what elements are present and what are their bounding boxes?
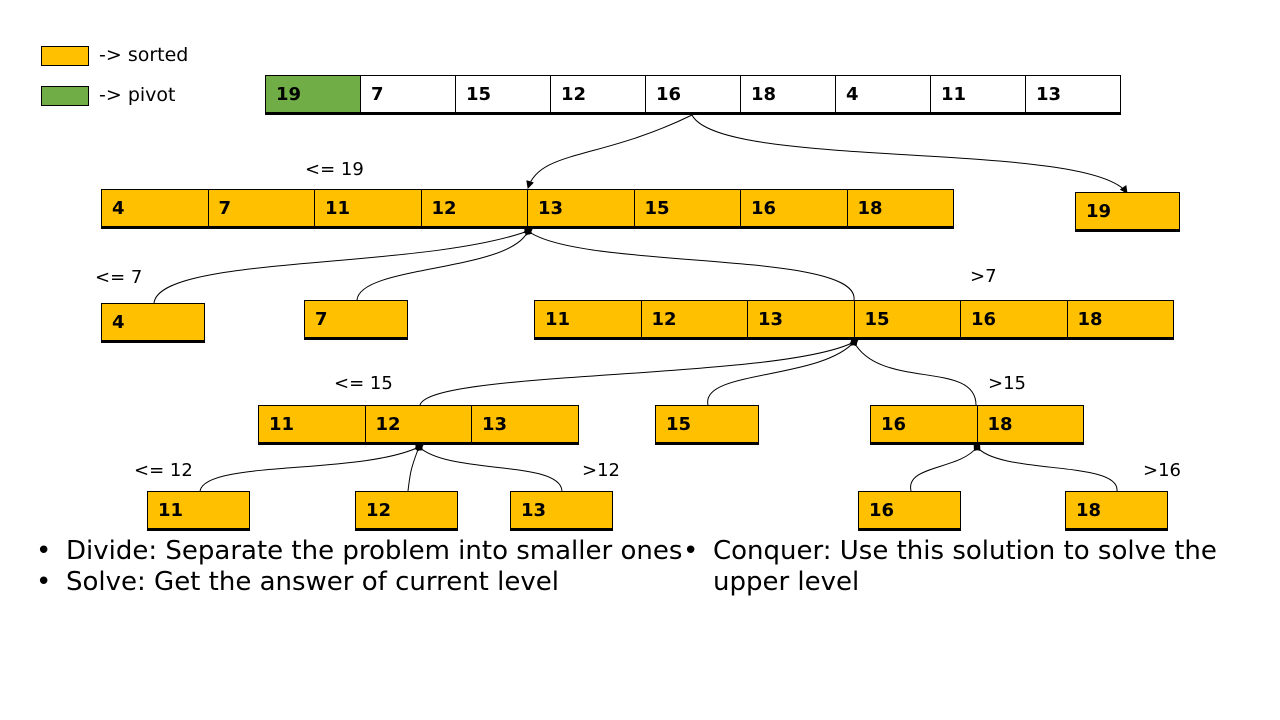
cell-le15-1: 12 [364,405,472,445]
cell-root-0: 19 [265,75,361,115]
bullet-solve: Solve: Get the answer of current level [36,567,682,598]
cell-gt7-4: 16 [960,300,1068,340]
edge-root-le19 [526,114,693,189]
range-label-le12: <= 12 [134,460,193,481]
edge-le19-eq7 [356,226,532,301]
edge-le15-gt12 [415,443,563,492]
bullet-conquer: Conquer: Use this solution to solve the … [683,536,1223,598]
cell-le19-2: 11 [314,189,422,229]
bullets-right: Conquer: Use this solution to solve the … [683,536,1223,598]
cell-le15-2: 13 [471,405,579,445]
cell-gt7-3: 15 [853,300,961,340]
legend-label-sorted: -> sorted [99,44,189,66]
edge-gt15-eq16 [910,442,981,492]
edge-gt15-gt16 [973,443,1118,492]
cell-eq15-0: 15 [655,405,759,445]
cell-root-3: 12 [550,75,646,115]
cell-le7-0: 4 [101,303,205,343]
cell-gt7-2: 13 [747,300,855,340]
cell-le19-1: 7 [207,189,315,229]
cell-root-2: 15 [455,75,551,115]
edge-gt7-eq15 [707,338,858,406]
range-label-gt15: >15 [988,373,1026,394]
edge-le19-gt7 [523,227,855,301]
range-label-le19: <= 19 [305,159,364,180]
edge-gt7-le15 [419,338,859,406]
edge-le15-le12 [199,443,424,492]
cell-root-8: 13 [1025,75,1121,115]
cell-le19-0: 4 [101,189,209,229]
cell-root-4: 16 [645,75,741,115]
legend-swatch-sorted [41,46,89,66]
cell-root-1: 7 [360,75,456,115]
cell-le19-5: 15 [633,189,741,229]
cell-gt15-1: 18 [976,405,1084,445]
edge-gt7-gt15 [850,337,977,406]
cell-gt12-0: 13 [510,491,613,531]
bullet-divide: Divide: Separate the problem into smalle… [36,536,682,567]
cell-le19-7: 18 [846,189,954,229]
cell-le19-6: 16 [740,189,848,229]
cell-eq12-0: 12 [355,491,458,531]
cell-gt7-1: 12 [640,300,748,340]
cell-gt7-0: 11 [534,300,642,340]
cell-gt15-0: 16 [870,405,978,445]
cell-le19-4: 13 [527,189,635,229]
cell-le15-0: 11 [258,405,366,445]
cell-gt7-5: 18 [1066,300,1174,340]
legend-label-pivot: -> pivot [99,84,176,106]
cell-eq16-0: 16 [858,491,961,531]
range-label-le15: <= 15 [334,373,393,394]
edge-le19-le7 [153,227,533,304]
cell-eq7-0: 7 [304,300,408,340]
range-label-le7: <= 7 [95,267,143,288]
range-label-gt12: >12 [582,460,620,481]
edge-root-eq19 [691,114,1128,194]
cell-root-7: 11 [930,75,1026,115]
legend-swatch-pivot [41,86,89,106]
cell-gt16-0: 18 [1065,491,1168,531]
range-label-gt7: >7 [970,266,997,287]
cell-le19-3: 12 [420,189,528,229]
bullets-left: Divide: Separate the problem into smalle… [36,536,682,598]
cell-eq19-0: 19 [1075,192,1180,232]
cell-root-6: 4 [835,75,931,115]
cell-le12-0: 11 [147,491,250,531]
cell-root-5: 18 [740,75,836,115]
edge-le15-eq12 [407,442,423,492]
range-label-gt16: >16 [1143,460,1181,481]
